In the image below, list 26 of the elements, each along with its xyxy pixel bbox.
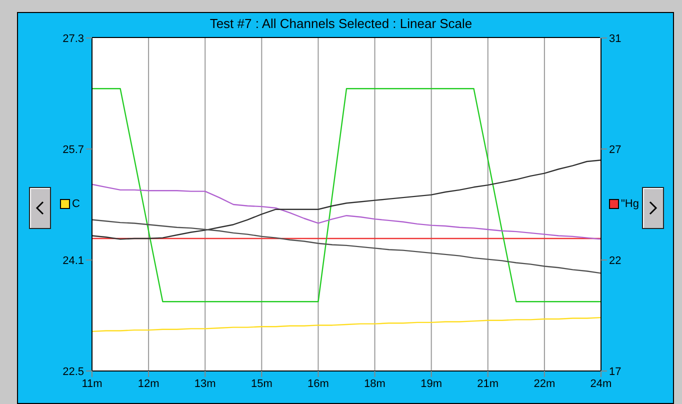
line-series (92, 219, 601, 274)
y2-tick-label: 27 (609, 144, 622, 156)
line-series (92, 160, 601, 240)
y-tick-label: 22.5 (62, 366, 84, 378)
x-tick-label: 15m (250, 378, 272, 390)
line-series (92, 316, 601, 332)
x-tick-label: 21m (477, 378, 499, 390)
x-tick-label: 11m (82, 378, 102, 390)
y-tick-label: 25.7 (62, 144, 84, 156)
y2-axis-title: "Hg (621, 198, 639, 210)
y2-tick-label: 22 (609, 254, 622, 267)
chart-title: Test #7 : All Channels Selected : Linear Scale (208, 16, 474, 31)
x-tick-label: 24m (590, 378, 612, 390)
y-tick-label: 27.3 (62, 32, 84, 45)
y2-tick-label: 17 (609, 366, 622, 378)
x-tick-label: 19m (420, 378, 442, 390)
line-series (92, 88, 601, 302)
x-tick-label: 13m (194, 378, 216, 390)
x-tick-label: 18m (364, 378, 386, 390)
y2-tick-label: 31 (609, 32, 622, 45)
x-tick-label: 12m (138, 378, 160, 390)
y-tick-label: 24.1 (62, 254, 84, 267)
y-axis-title: C (72, 198, 80, 210)
line-series (92, 184, 601, 240)
x-tick-label: 22m (534, 378, 556, 390)
x-tick-label: 16m (308, 378, 329, 390)
